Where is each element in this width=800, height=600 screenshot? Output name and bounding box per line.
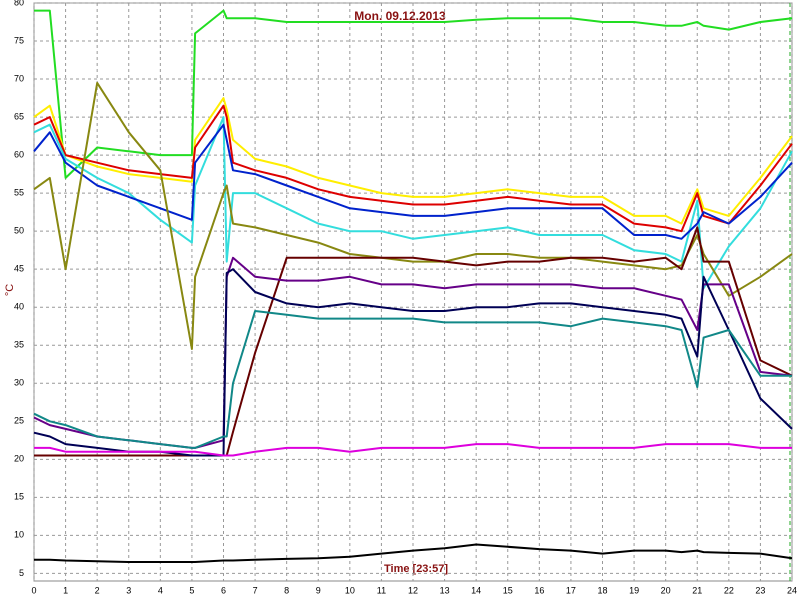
y-tick-label: 25 [14,416,24,426]
x-tick-label: 22 [724,585,734,595]
y-tick-label: 65 [14,111,24,121]
x-tick-label: 5 [189,585,194,595]
chart-title: Mon. 09.12.2013 [354,9,446,23]
x-tick-label: 19 [629,585,639,595]
x-tick-label: 2 [95,585,100,595]
x-tick-label: 3 [126,585,131,595]
series-line [33,97,793,225]
y-tick-label: 5 [19,568,24,578]
y-tick-label: 55 [14,188,24,198]
x-tick-label: 14 [471,585,481,595]
x-tick-label: 13 [440,585,450,595]
y-tick-label: 30 [14,378,24,388]
x-tick-label: 7 [253,585,258,595]
series-line [33,116,793,290]
y-tick-label: 35 [14,340,24,350]
x-tick-label: 23 [755,585,765,595]
x-tick-label: 18 [597,585,607,595]
y-tick-label: 50 [14,226,24,236]
y-tick-label: 40 [14,302,24,312]
x-tick-label: 8 [284,585,289,595]
y-tick-label: 60 [14,149,24,159]
series-line [33,310,792,449]
y-tick-label: 20 [14,454,24,464]
x-tick-label: 1 [63,585,68,595]
x-tick-label: 16 [534,585,544,595]
x-tick-label: 17 [566,585,576,595]
y-tick-label: 70 [14,73,24,83]
series-line [34,9,793,179]
x-tick-label: 24 [787,585,797,595]
series-line [34,543,793,563]
series-line [33,123,793,240]
x-tick-label: 0 [31,585,36,595]
y-tick-label: 45 [14,264,24,274]
series-line [34,226,793,457]
y-tick-label: 10 [14,530,24,540]
x-tick-label: 21 [692,585,702,595]
x-tick-label: 20 [661,585,671,595]
x-tick-label: 12 [408,585,418,595]
x-tick-label: 11 [377,585,386,595]
x-tick-label: 10 [345,585,355,595]
y-axis-label: °C [4,284,16,296]
y-tick-label: 75 [14,35,24,45]
x-tick-label: 9 [316,585,321,595]
x-axis-label: Time [23:57] [384,563,448,575]
series-line [34,443,792,457]
x-tick-label: 6 [221,585,226,595]
y-tick-label: 80 [14,0,24,7]
y-tick-label: 15 [14,492,24,502]
x-tick-label: 15 [503,585,513,595]
x-tick-label: 4 [158,585,163,595]
